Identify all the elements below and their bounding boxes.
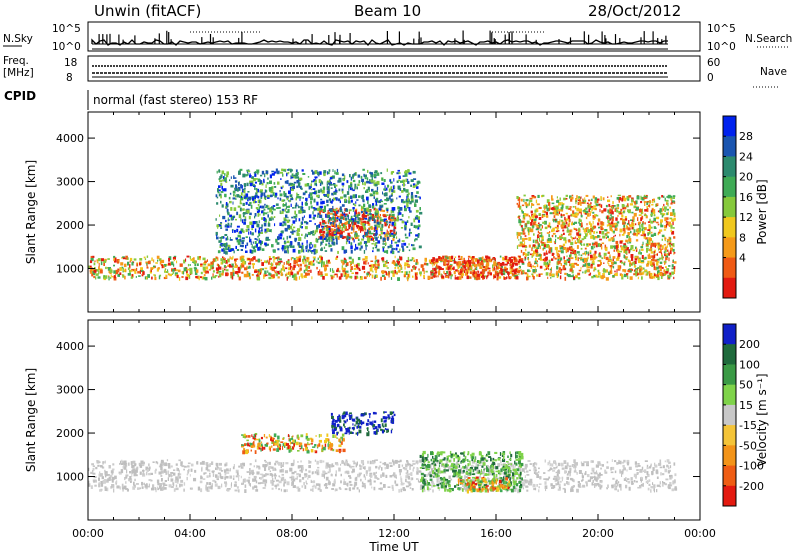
xtick-label: 08:00	[276, 527, 308, 540]
freq-tick-low: 8	[66, 72, 73, 84]
scatter-region	[516, 194, 676, 259]
colorbar-tick-label: 12	[739, 211, 753, 224]
cpid-label: CPID	[4, 89, 36, 103]
colorbar-tick-label: 15	[739, 399, 753, 412]
nsearch-tick-high: 10^5	[707, 23, 736, 35]
power-colorbar-label: Power [dB]	[755, 179, 769, 244]
nsearch-tick-low: 10^0	[707, 41, 736, 53]
colorbar-swatch	[723, 324, 736, 345]
colorbar-tick-label: 200	[739, 338, 760, 351]
colorbar-swatch	[723, 384, 736, 406]
xtick-label: 00:00	[684, 527, 716, 540]
nsky-label: N.Sky	[3, 33, 33, 45]
colorbar-swatch	[723, 465, 736, 487]
colorbar-swatch	[723, 425, 736, 446]
ytick-label: 1000	[56, 471, 84, 484]
scatter-region	[432, 255, 525, 281]
ytick-label: 3000	[56, 176, 84, 189]
nave-label: Nave	[760, 66, 787, 78]
colorbar-tick-label: 20	[739, 171, 753, 184]
colorbar-swatch	[723, 344, 736, 365]
freq-label-2: [MHz]	[3, 67, 34, 79]
nave-tick-high: 60	[707, 57, 720, 69]
freq-tick-high: 18	[64, 57, 77, 69]
colorbar-swatch	[723, 404, 736, 426]
cpid-text: normal (fast stereo) 153 RF	[93, 93, 258, 107]
scatter-region	[88, 459, 678, 494]
colorbar-tick-label: 4	[739, 252, 746, 265]
ytick-label: 2000	[56, 427, 84, 440]
power-ylabel: Slant Range [km]	[24, 160, 38, 264]
scatter-region	[419, 450, 524, 493]
velocity-xlabel: Time UT	[368, 540, 419, 554]
velocity-colorbar-label: Velocity [m s⁻¹]	[755, 373, 769, 466]
colorbar-swatch	[723, 176, 736, 198]
nsearch-label: N.Search	[745, 33, 792, 45]
xtick-label: 20:00	[582, 527, 614, 540]
ytick-label: 3000	[56, 384, 84, 397]
freq-panel: Freq. [MHz] 18 8 60 0 Nave	[3, 55, 787, 88]
velocity-panel: 1000 2000 3000 4000 Slant Range [km] 200 100…	[24, 319, 769, 554]
colorbar-tick-label: 50	[739, 379, 753, 392]
colorbar-tick-label: -200	[739, 480, 764, 493]
station-title: Unwin (fitACF)	[94, 2, 201, 20]
freq-label-1: Freq.	[3, 55, 29, 67]
ytick-label: 2000	[56, 219, 84, 232]
xtick-label: 00:00	[72, 527, 104, 540]
colorbar-tick-label: -15	[739, 419, 757, 432]
colorbar-tick-label: -100	[739, 460, 764, 473]
colorbar-tick-label: 100	[739, 358, 760, 371]
colorbar-tick-label: -50	[739, 439, 757, 452]
colorbar-swatch	[723, 364, 736, 386]
date-title: 28/Oct/2012	[588, 2, 681, 20]
colorbar-swatch	[723, 217, 736, 238]
beam-title: Beam 10	[354, 2, 421, 20]
xtick-label: 16:00	[480, 527, 512, 540]
colorbar-tick-label: 16	[739, 191, 753, 204]
colorbar-swatch	[723, 257, 736, 279]
colorbar-tick-label: 28	[739, 130, 753, 143]
cpid-panel: CPID normal (fast stereo) 153 RF	[4, 89, 258, 110]
scatter-region	[241, 433, 346, 455]
xtick-label: 12:00	[378, 527, 410, 540]
colorbar-swatch	[723, 156, 736, 178]
nsky-tick-low: 10^0	[52, 41, 81, 53]
ytick-label: 4000	[56, 132, 84, 145]
nsky-tick-high: 10^5	[52, 23, 81, 35]
scatter-region	[88, 255, 677, 282]
colorbar-swatch	[723, 136, 736, 157]
ytick-label: 4000	[56, 340, 84, 353]
colorbar-tick-label: 8	[739, 231, 746, 244]
colorbar-swatch	[723, 196, 736, 218]
nave-tick-low: 0	[707, 72, 714, 84]
colorbar-swatch	[723, 237, 736, 259]
xtick-label: 04:00	[174, 527, 206, 540]
colorbar-swatch	[723, 485, 736, 507]
power-panel: 1000 2000 3000 4000 Slant Range [km] 28 24 20…	[24, 111, 769, 313]
velocity-ylabel: Slant Range [km]	[24, 368, 38, 472]
colorbar-swatch	[723, 116, 736, 137]
colorbar-tick-label: 24	[739, 150, 753, 163]
colorbar-swatch	[723, 445, 736, 467]
ytick-label: 1000	[56, 263, 84, 276]
scatter-region	[215, 168, 423, 255]
scatter-region	[457, 476, 511, 494]
scatter-region	[330, 411, 396, 437]
colorbar-swatch	[723, 277, 736, 299]
nsky-panel: N.Sky 10^5 10^0 10^5 10^0 N.Search	[3, 21, 792, 53]
